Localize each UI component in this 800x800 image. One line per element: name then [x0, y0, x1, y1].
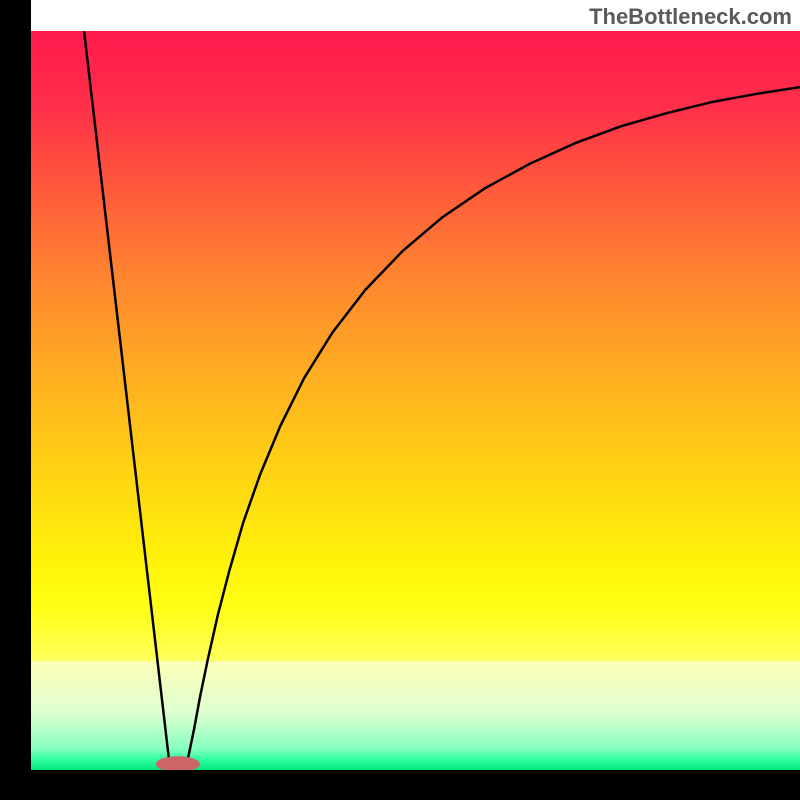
axis-bottom-border [0, 770, 800, 800]
gradient-background [31, 31, 800, 770]
chart-container: TheBottleneck.com [0, 0, 800, 800]
axis-left-border [0, 0, 31, 800]
watermark-text: TheBottleneck.com [589, 4, 792, 30]
optimal-marker [156, 756, 200, 772]
bottleneck-chart [0, 0, 800, 800]
